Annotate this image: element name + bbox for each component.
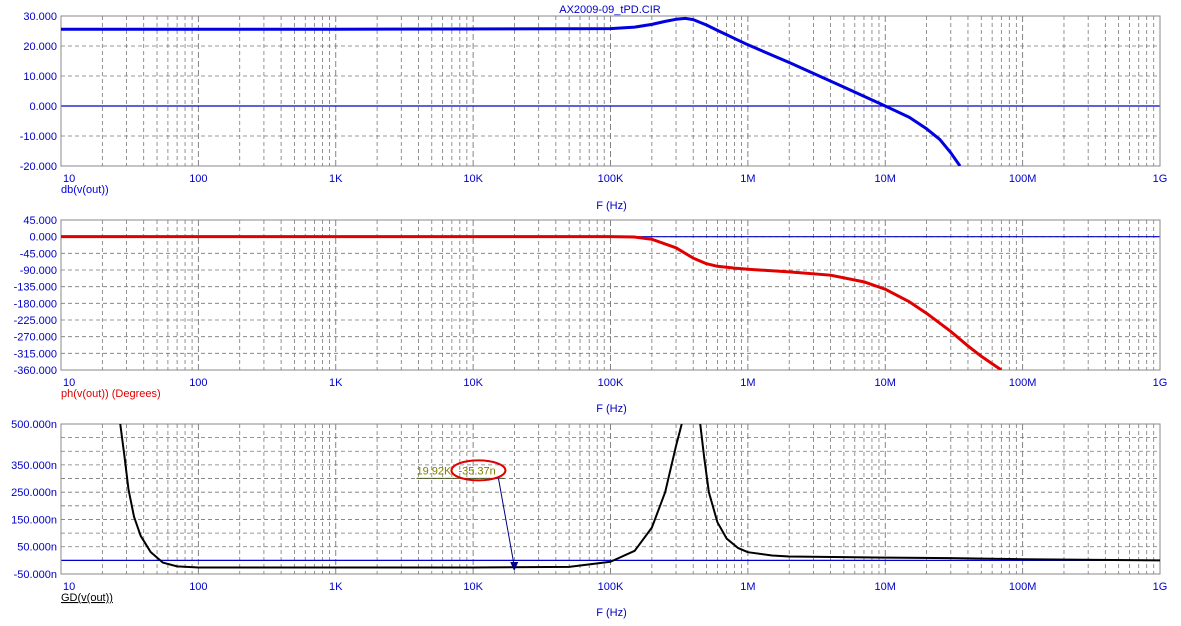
grid-lines	[60, 15, 1161, 167]
x-tick-label: 1K	[329, 173, 343, 185]
x-tick-label: 1K	[329, 581, 343, 593]
y-tick-label: 20.000	[23, 41, 57, 53]
group-delay-plot: 500.000n 350.000n 250.000n 150.000n 50.000n -…	[11, 419, 1167, 619]
x-tick-label: 100	[189, 581, 207, 593]
y-axis-label: ph(v(out)) (Degrees)	[61, 388, 161, 400]
cursor-annotation: 19.92K -35.37n	[416, 459, 519, 572]
cursor-arrow-line	[497, 478, 515, 567]
x-tick-label: 1M	[740, 581, 755, 593]
phase-trace-0	[61, 235, 1003, 370]
x-tick-label: 10	[63, 173, 75, 185]
y-tick-label: -50.000n	[14, 569, 57, 581]
x-tick-label: 1M	[740, 377, 755, 389]
cursor-y-value: -35.37n	[458, 465, 495, 477]
x-tick-label: 10K	[463, 581, 483, 593]
phase-plot: 45.000 0.000 -45.000 -90.000 -135.000 -180.00…	[14, 215, 1168, 415]
y-tick-label: -180.000	[14, 298, 57, 310]
y-tick-label: -225.000	[14, 315, 57, 327]
y-axis-label: GD(v(out))	[61, 592, 113, 604]
y-tick-label: -20.000	[20, 161, 57, 173]
x-axis-label: F (Hz)	[596, 403, 627, 415]
y-tick-label: 50.000n	[17, 542, 57, 554]
grid-lines	[60, 423, 1161, 575]
x-tick-label: 100M	[1009, 581, 1037, 593]
y-tick-label: -45.000	[20, 248, 57, 260]
x-tick-label: 10	[63, 377, 75, 389]
x-tick-label: 100K	[598, 581, 624, 593]
x-tick-label: 10M	[875, 173, 896, 185]
x-tick-label: 1G	[1153, 377, 1168, 389]
y-tick-label: 350.000n	[11, 460, 57, 472]
x-tick-label: 1M	[740, 173, 755, 185]
y-tick-label: 500.000n	[11, 419, 57, 431]
x-tick-label: 10M	[875, 581, 896, 593]
magnitude-plot: 30.000 20.000 10.000 0.000 -10.000 -20.000 10 1…	[20, 11, 1168, 212]
y-tick-label: -315.000	[14, 348, 57, 360]
plot-frame	[60, 219, 1161, 371]
x-tick-label: 10M	[875, 377, 896, 389]
y-tick-label: 45.000	[23, 215, 57, 227]
x-tick-label: 1G	[1153, 173, 1168, 185]
plot-frame	[60, 423, 1161, 575]
group-delay-trace-1	[699, 424, 1160, 562]
x-tick-label: 10	[63, 581, 75, 593]
x-tick-label: 100	[189, 377, 207, 389]
y-tick-label: 30.000	[23, 11, 57, 23]
y-tick-label: -10.000	[20, 131, 57, 143]
x-axis-label: F (Hz)	[596, 607, 627, 619]
grid-lines	[60, 219, 1161, 371]
x-tick-label: 100K	[598, 377, 624, 389]
y-tick-label: 0.000	[29, 232, 57, 244]
x-tick-label: 10K	[463, 173, 483, 185]
highlight-ellipse	[450, 459, 507, 482]
x-tick-label: 100M	[1009, 377, 1037, 389]
chart-title: AX2009-09_tPD.CIR	[559, 4, 661, 16]
x-tick-label: 1K	[329, 377, 343, 389]
cursor-arrow-head	[510, 562, 519, 572]
y-tick-label: -135.000	[14, 282, 57, 294]
group-delay-trace-0	[119, 424, 683, 569]
x-tick-label: 1G	[1153, 581, 1168, 593]
x-axis-label: F (Hz)	[596, 200, 627, 212]
y-tick-label: 150.000n	[11, 514, 57, 526]
y-tick-label: 250.000n	[11, 487, 57, 499]
plot-frame	[60, 15, 1161, 167]
y-tick-label: -360.000	[14, 365, 57, 377]
y-tick-label: 0.000	[29, 101, 57, 113]
y-tick-label: 10.000	[23, 71, 57, 83]
magnitude-trace-0	[61, 16, 962, 166]
x-tick-label: 100	[189, 173, 207, 185]
x-tick-label: 100K	[598, 173, 624, 185]
y-axis-label: db(v(out))	[61, 184, 109, 196]
x-tick-label: 10K	[463, 377, 483, 389]
cursor-x-value: 19.92K	[416, 465, 452, 477]
y-tick-label: -270.000	[14, 332, 57, 344]
x-tick-label: 100M	[1009, 173, 1037, 185]
y-tick-label: -90.000	[20, 265, 57, 277]
